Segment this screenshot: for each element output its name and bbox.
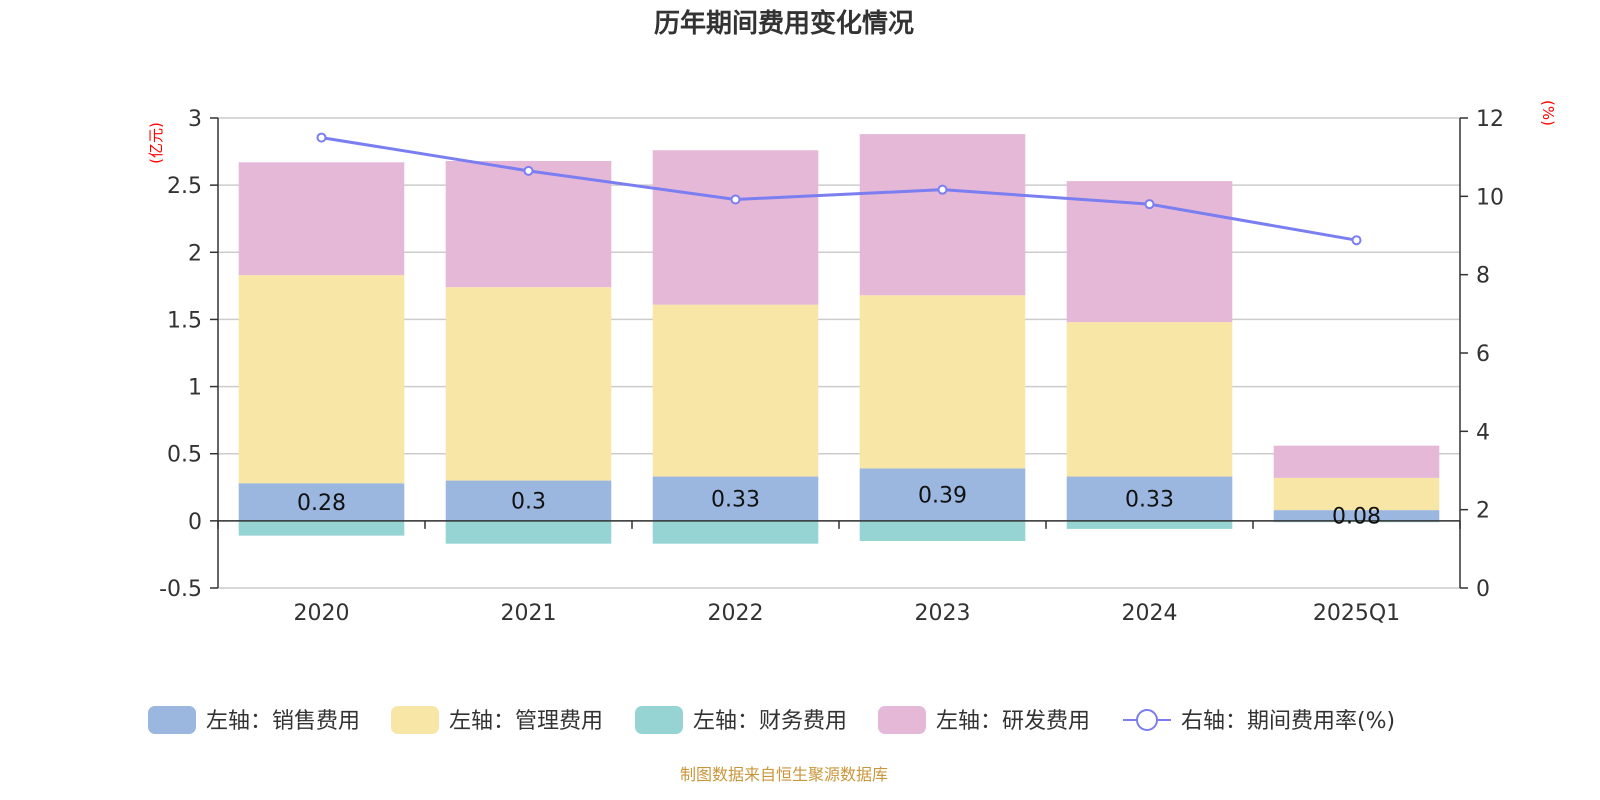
legend: 左轴：销售费用 左轴：管理费用 左轴：财务费用 左轴：研发费用 右轴：期间费用率(%): [148, 706, 1395, 734]
data-labels-layer: 0.28 0.3 0.33 0.39 0.33 0.08: [297, 484, 1381, 530]
data-label: 0.08: [1332, 504, 1381, 529]
category-label: 2023: [915, 601, 971, 626]
legend-swatch: [878, 706, 926, 734]
bar-segment: [652, 304, 819, 477]
left-axis-unit: (亿元): [147, 122, 165, 164]
right-axis-tick-label: 6: [1476, 342, 1490, 367]
bar-segment-negative: [1066, 520, 1233, 529]
line-point: [316, 132, 327, 143]
bar-segment: [859, 134, 1026, 296]
category-label: 2024: [1122, 601, 1178, 626]
line-point: [937, 184, 948, 195]
bar-segment: [652, 476, 819, 521]
bar-segment-negative: [859, 520, 1026, 541]
left-axis-tick-label: 1: [188, 376, 202, 401]
bar-segment: [1273, 510, 1440, 521]
bar-segment: [859, 295, 1026, 469]
data-label: 0.33: [711, 488, 760, 513]
bar-segment: [445, 160, 612, 288]
legend-label: 左轴：管理费用: [449, 709, 603, 734]
bar-segment: [445, 480, 612, 521]
category-label: 2021: [501, 601, 557, 626]
line-layer: [316, 132, 1362, 246]
right-axis-tick-label: 2: [1476, 499, 1490, 524]
expense-rate-line: [321, 136, 1357, 242]
data-label: 0.33: [1125, 488, 1174, 513]
bars-layer: [238, 134, 1440, 544]
category-label: 2025Q1: [1313, 601, 1400, 626]
bar-segment-negative: [238, 520, 405, 536]
legend-swatch: [148, 706, 196, 734]
right-axis-tick-label: 12: [1476, 107, 1504, 132]
legend-swatch: [635, 706, 683, 734]
legend-label: 左轴：财务费用: [693, 709, 847, 734]
legend-label: 右轴：期间费用率(%): [1181, 709, 1395, 734]
category-label: 2020: [294, 601, 350, 626]
right-axis-tick-label: 4: [1476, 420, 1490, 445]
right-axis-tick-label: 10: [1476, 185, 1504, 210]
source-note: 制图数据来自恒生聚源数据库: [680, 765, 888, 784]
right-axis-unit: (%): [1539, 100, 1557, 126]
line-point: [523, 165, 534, 176]
legend-marker: [1136, 709, 1158, 731]
line-point: [1144, 199, 1155, 210]
bar-segment: [1273, 477, 1440, 511]
category-label: 2022: [708, 601, 764, 626]
right-axis-tick-label: 0: [1476, 577, 1490, 602]
line-point: [730, 194, 741, 205]
right-axis-tick-label: 8: [1476, 264, 1490, 289]
data-label: 0.3: [511, 490, 546, 515]
data-label: 0.39: [918, 484, 967, 509]
bar-segment-negative: [445, 520, 612, 544]
data-label: 0.28: [297, 491, 346, 516]
bar-segment: [238, 275, 405, 484]
bar-segment: [238, 162, 405, 276]
bar-segment: [652, 150, 819, 305]
left-axis-tick-label: 2.5: [167, 174, 202, 199]
left-axis-tick-label: -0.5: [159, 577, 202, 602]
bar-segment: [1273, 445, 1440, 478]
left-axis-tick-label: 2: [188, 241, 202, 266]
left-axis-tick-label: 0.5: [167, 443, 202, 468]
axes-layer: -0.5 0 0.5 1 1.5 2 2.5 3 0 2 4 6 8 10 12 2020 2021 2022 20…: [159, 107, 1504, 626]
line-point: [1351, 235, 1362, 246]
legend-label: 左轴：销售费用: [206, 709, 360, 734]
left-axis-tick-label: 1.5: [167, 308, 202, 333]
bar-segment: [1066, 322, 1233, 477]
chart-title: 历年期间费用变化情况: [654, 8, 914, 39]
left-axis-tick-label: 3: [188, 107, 202, 132]
bar-segment: [1066, 476, 1233, 521]
bar-segment-negative: [652, 520, 819, 544]
bar-segment: [238, 483, 405, 521]
legend-swatch: [391, 706, 439, 734]
left-axis-tick-label: 0: [188, 510, 202, 535]
bar-segment: [445, 287, 612, 481]
bar-segment: [859, 468, 1026, 521]
legend-label: 左轴：研发费用: [936, 709, 1090, 734]
